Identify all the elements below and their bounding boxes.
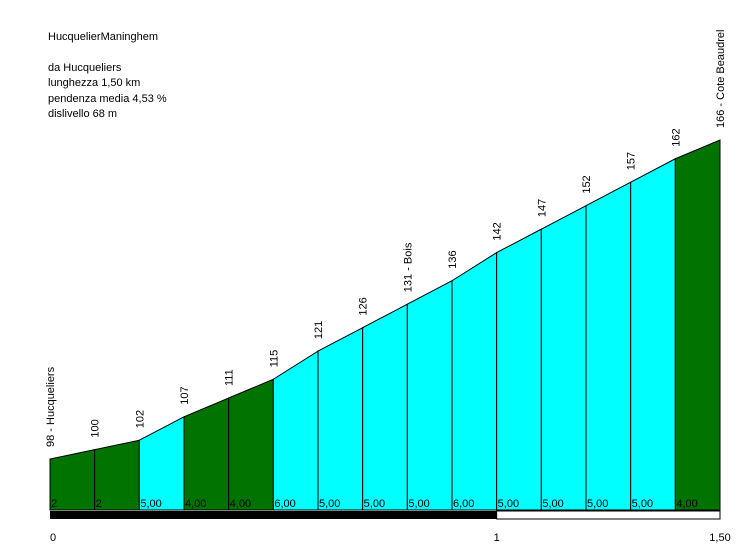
profile-segment — [496, 228, 542, 511]
profile-segment — [585, 181, 632, 511]
elevation-label: 131 - Bois — [402, 242, 414, 292]
elevation-gain: dislivello 68 m — [48, 108, 118, 120]
gradient-label: 5,00 — [632, 498, 653, 510]
x-tick-label: 0 — [50, 532, 56, 544]
elevation-label: 147 — [536, 199, 548, 217]
gradient-label: 5,00 — [408, 498, 429, 510]
profile-segment — [138, 415, 185, 511]
km-bar-empty — [496, 510, 721, 520]
profile-segment — [406, 279, 453, 511]
profile-segment — [540, 204, 587, 511]
gradient-label: 5,00 — [542, 498, 563, 510]
gradient-label: 5,00 — [364, 498, 385, 510]
profile-segment — [183, 397, 230, 511]
gradient-label: 4,00 — [185, 498, 206, 510]
gradient-label: 6,00 — [453, 498, 474, 510]
elevation-label: 142 — [492, 222, 504, 240]
gradient-label: 4,00 — [230, 498, 251, 510]
x-tick-label: 1,50 — [709, 532, 730, 544]
gradient-label: 5,00 — [498, 498, 519, 510]
km-bar-filled — [50, 511, 497, 519]
profile-segment — [272, 350, 319, 511]
gradient-label: 5,00 — [587, 498, 608, 510]
gradient-label: 2 — [96, 498, 102, 510]
climb-length: lunghezza 1,50 km — [48, 77, 141, 89]
elevation-label: 162 — [670, 128, 682, 146]
elevation-label: 126 — [358, 297, 370, 315]
elevation-label: 157 — [626, 152, 638, 170]
elevation-label: 136 — [447, 250, 459, 268]
elevation-label: 166 - Cote Beaudrel — [715, 30, 727, 128]
profile-segment — [630, 157, 676, 511]
average-gradient: pendenza media 4,53 % — [48, 92, 167, 105]
elevation-label: 115 — [268, 350, 280, 368]
elevation-label: 107 — [179, 386, 191, 404]
elevation-label: 121 — [313, 321, 325, 339]
start-location: da Hucqueliers — [48, 61, 122, 74]
elevation-label: 111 — [224, 369, 236, 386]
x-tick-label: 1 — [494, 532, 500, 544]
profile-segment — [362, 303, 408, 511]
climb-info: HucquelierManinghem da Hucqueliers lungh… — [48, 30, 167, 123]
elevation-label: 98 - Hucqueliers — [45, 366, 57, 447]
climb-title: HucquelierManinghem — [48, 31, 159, 43]
profile-segment — [228, 378, 274, 511]
gradient-label: 5,00 — [319, 498, 340, 510]
gradient-label: 2 — [51, 498, 57, 510]
gradient-label: 4,00 — [676, 498, 697, 510]
profile-segment — [674, 139, 721, 511]
elevation-label: 152 — [581, 175, 593, 193]
elevation-label: 100 — [90, 419, 102, 437]
gradient-label: 6,00 — [274, 498, 295, 510]
profile-segment — [317, 326, 364, 511]
profile-segment — [451, 251, 498, 511]
elevation-label: 102 — [134, 410, 146, 428]
gradient-label: 5,00 — [140, 498, 161, 510]
